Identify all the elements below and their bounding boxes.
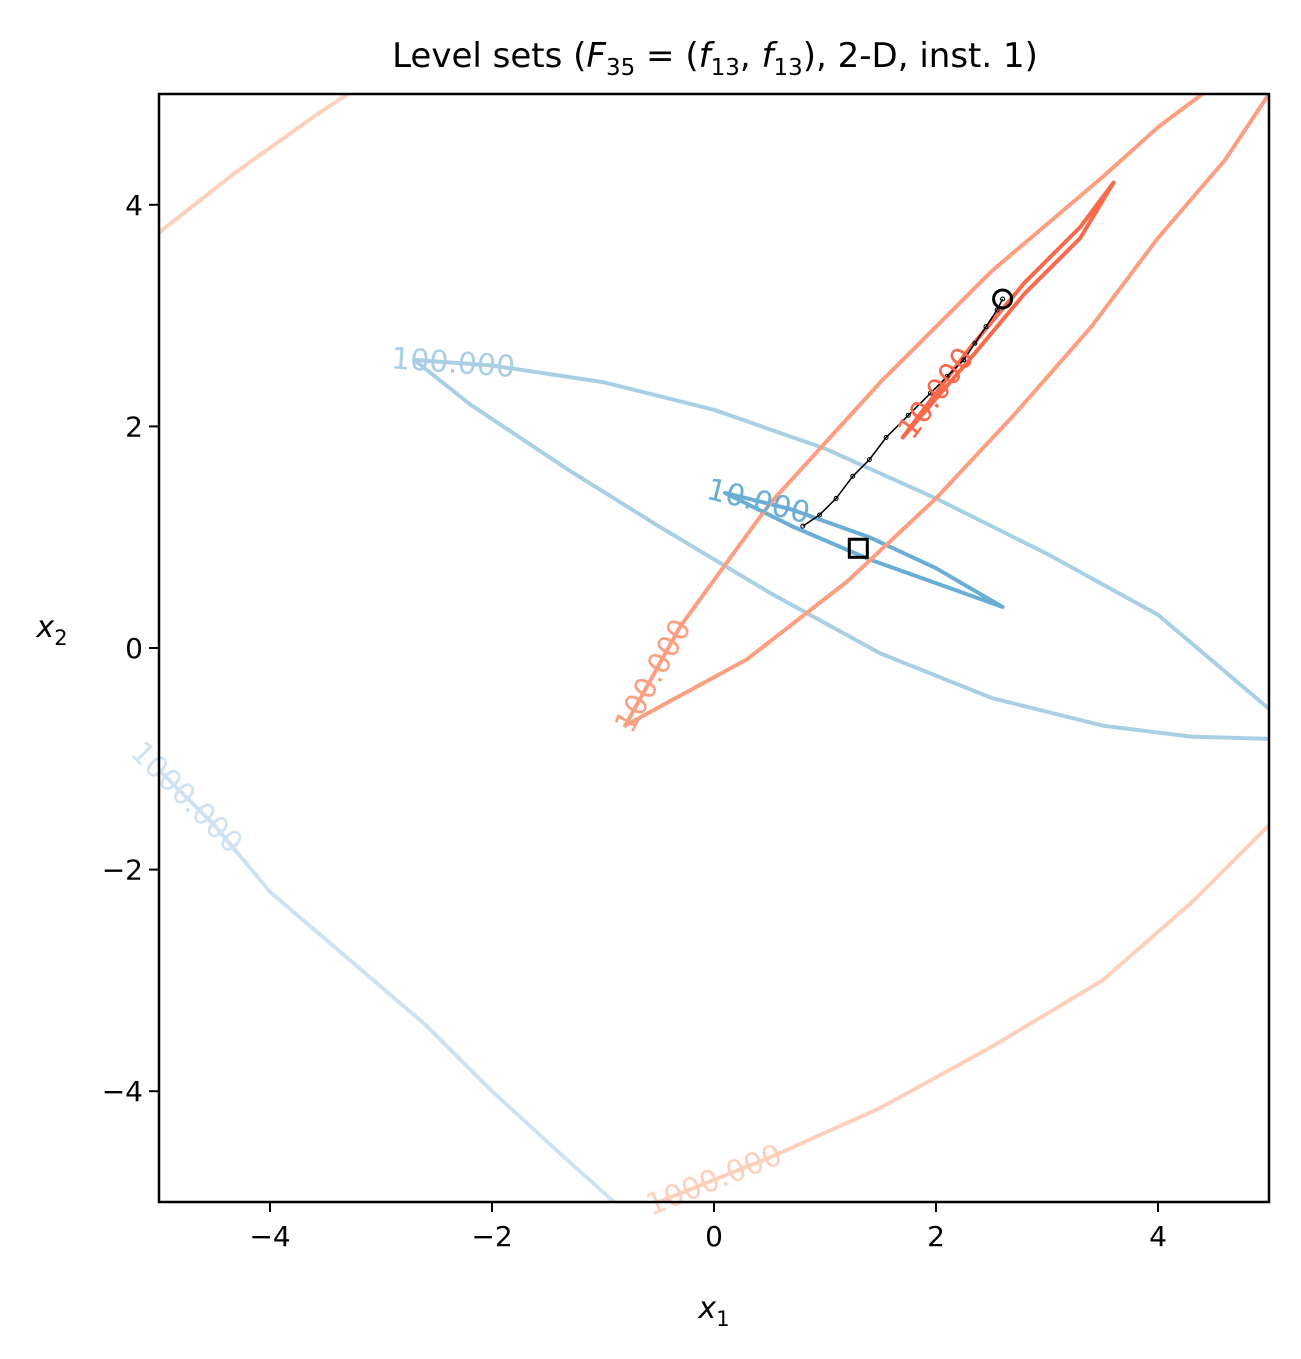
y-tick-label: 4 [125, 189, 143, 222]
contour-line-red_1000 [159, 94, 350, 235]
path-point [944, 374, 950, 380]
path-point [972, 340, 978, 346]
path-point [833, 495, 839, 501]
y-tick-label: 0 [125, 632, 143, 665]
chart-title: Level sets (F35 = (f13, f13), 2-D, inst.… [392, 36, 1038, 81]
path-point [800, 523, 806, 529]
x-tick-label: 0 [705, 1220, 723, 1253]
y-tick-label: 2 [125, 410, 143, 443]
path-point [927, 390, 933, 396]
contour-line-red_1000 [656, 823, 1269, 1202]
path-point [1000, 296, 1006, 302]
path-point [961, 357, 967, 363]
contour-line-red_100 [623, 94, 1269, 728]
y-axis-label: x2 [35, 610, 67, 650]
path-point [850, 473, 856, 479]
contour-layer [159, 94, 1269, 1202]
path-point [994, 307, 1000, 313]
x-axis-label: x1 [697, 1291, 729, 1331]
end-marker [992, 288, 1014, 310]
x-tick-label: −4 [249, 1220, 290, 1253]
contour-line-blue_100 [412, 357, 1269, 741]
y-tick-label: −2 [102, 854, 143, 887]
contour-line-blue_1000 [159, 767, 617, 1202]
path-point [866, 457, 872, 463]
axis-ticks: −4 −2 0 2 4 −4 −2 0 2 4 [102, 189, 1167, 1253]
contour-line-blue_100 [412, 357, 1269, 711]
y-tick-label: −4 [102, 1075, 143, 1108]
path-point [905, 412, 911, 418]
path-point [816, 512, 822, 518]
path-line [802, 298, 1004, 527]
x-tick-label: 4 [1149, 1220, 1167, 1253]
x-tick-label: −2 [471, 1220, 512, 1253]
path-point [883, 434, 889, 440]
start-marker [847, 537, 869, 559]
contour-line-blue_10 [723, 490, 1005, 609]
path-point [983, 324, 989, 330]
x-tick-label: 2 [927, 1220, 945, 1253]
optimizer-path [800, 288, 1014, 559]
contour-line-red_100 [623, 94, 1205, 728]
